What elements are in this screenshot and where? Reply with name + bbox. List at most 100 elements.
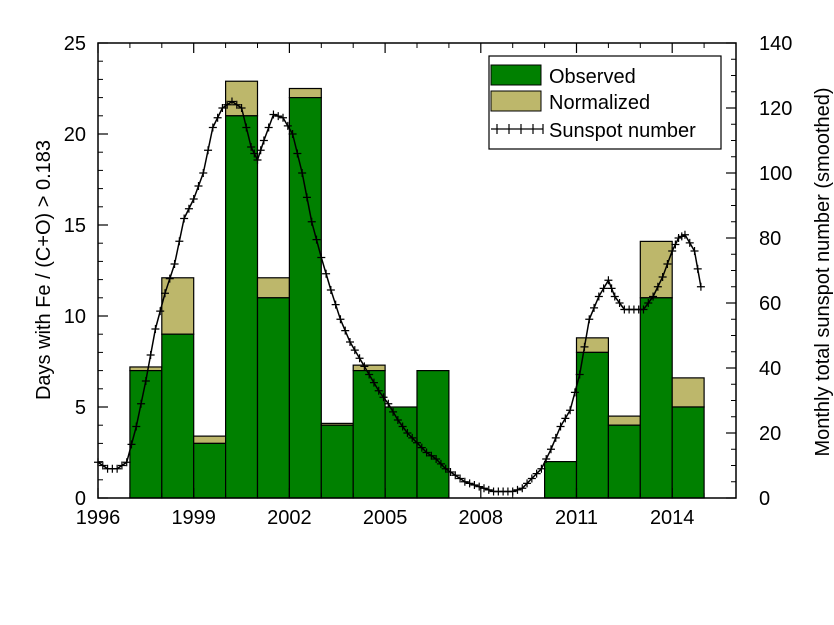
sunspot-point [523, 479, 532, 488]
sunspot-point [250, 149, 259, 158]
sunspot-point [575, 370, 584, 379]
sunspot-point [566, 406, 575, 415]
bar-normalized-2004 [352, 364, 386, 372]
sunspot-point [590, 303, 599, 312]
sunspot-point [460, 477, 469, 486]
bar-observed-2012 [607, 424, 641, 499]
sunspot-point [208, 123, 217, 132]
y-right-tick-label: 100 [759, 163, 792, 185]
sunspot-point [594, 292, 603, 301]
sunspot-point [570, 388, 579, 397]
sunspot-point [247, 143, 256, 151]
y-right-tick-label: 120 [759, 98, 792, 120]
sunspot-point [475, 482, 484, 491]
sunspot-point [690, 247, 699, 255]
sunspot-point [413, 438, 421, 447]
sunspot-point [288, 130, 297, 138]
sunspot-point [113, 464, 122, 473]
bar-observed-2011 [575, 351, 609, 499]
sunspot-point [417, 443, 426, 452]
sunspot-point [537, 464, 546, 473]
y-axis-left-title: Days with Fe / (C+O) > 0.183 [33, 140, 55, 400]
sunspot-point [279, 113, 288, 122]
y-right-tick-label: 140 [759, 33, 792, 55]
x-tick-label: 1996 [76, 507, 121, 529]
sunspot-point [360, 362, 369, 371]
sunspot-point [269, 110, 278, 119]
legend-label-sunspot: Sunspot number [549, 120, 696, 142]
sunspot-point [259, 136, 268, 145]
sunspot-point [227, 97, 236, 106]
sunspot-point [336, 315, 345, 324]
y-left-tick-label: 20 [64, 124, 86, 146]
sunspot-point [668, 247, 677, 255]
sunspot-point [615, 299, 624, 307]
y-right-tick-label: 80 [759, 228, 781, 250]
y-axis-right-title: Monthly total sunspot number (smoothed) [812, 87, 834, 456]
sunspot-point [253, 156, 262, 164]
x-tick-label: 2002 [267, 507, 312, 529]
sunspot-point [693, 264, 702, 273]
sunspot-point [341, 326, 350, 335]
sunspot-point [607, 284, 616, 293]
sunspot-point [184, 204, 193, 213]
y-left-tick-label: 25 [64, 33, 86, 55]
sunspot-point [470, 481, 479, 489]
sunspot-point [379, 393, 388, 402]
bar-normalized-1999 [193, 435, 227, 444]
bar-observed-2013 [639, 297, 673, 499]
x-tick-label: 2014 [650, 507, 695, 529]
sunspot-point [513, 485, 522, 494]
bar-observed-2002 [288, 96, 322, 499]
sunspot-point [580, 342, 589, 351]
sunspot-point [663, 260, 672, 268]
bar-observed-2000 [225, 115, 259, 499]
sunspot-point [264, 123, 273, 132]
sunspot-point [365, 370, 374, 379]
sunspot-point [639, 305, 648, 314]
sunspot-point [117, 461, 126, 470]
sunspot-point [542, 455, 551, 463]
bar-observed-1999 [193, 442, 227, 499]
sunspot-point [427, 451, 436, 460]
bar-observed-2006 [416, 370, 450, 499]
legend-swatch-sunspot-markers [496, 124, 544, 134]
sunspot-point [403, 429, 412, 437]
sunspot-point [610, 292, 619, 301]
sunspot-point [532, 469, 541, 478]
sunspot-point [223, 100, 232, 109]
sunspot-point [653, 282, 662, 291]
sunspot-point [322, 269, 331, 278]
sunspot-point [551, 433, 560, 442]
y-left-tick-label: 0 [75, 488, 86, 510]
sunspot-point [298, 169, 307, 177]
sunspot-point [389, 407, 398, 416]
sunspot-point [350, 346, 359, 355]
sunspot-point [465, 479, 474, 488]
sunspot-point [422, 448, 431, 457]
bar-observed-1998 [161, 333, 195, 499]
sunspot-point [137, 399, 146, 408]
sunspot-point [671, 240, 680, 249]
sunspot-point [237, 104, 246, 112]
legend-label-observed: Observed [549, 66, 636, 88]
bar-normalized-2011 [575, 337, 609, 353]
sunspot-point [680, 230, 689, 239]
sunspot-point [141, 377, 150, 385]
sunspot-point [293, 149, 302, 158]
sunspot-point [369, 378, 378, 387]
y-left-tick-label: 15 [64, 215, 86, 237]
x-tick-label: 2008 [459, 507, 504, 529]
sunspot-point [658, 273, 667, 281]
sunspot-point [456, 474, 465, 483]
bar-observed-2001 [256, 297, 290, 499]
sunspot-point [326, 286, 335, 294]
bar-normalized-2014 [671, 377, 705, 408]
sunspot-point [331, 300, 340, 309]
sunspot-point [199, 169, 208, 177]
sunspot-point [432, 455, 441, 463]
sunspot-point [232, 100, 241, 109]
sunspot-point [446, 468, 455, 476]
sunspot-point [165, 274, 174, 283]
legend-swatch-observed [490, 64, 542, 86]
